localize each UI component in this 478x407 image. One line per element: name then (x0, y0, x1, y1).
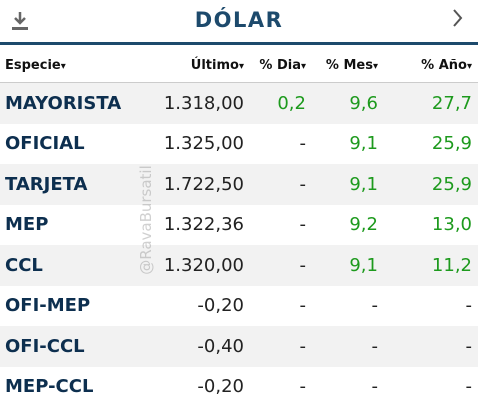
cell: 1.322,36 (140, 205, 250, 246)
column-header[interactable]: Último (140, 48, 250, 83)
row[interactable]: MEP-CCL-0,20--- (0, 367, 478, 407)
cell: - (250, 367, 312, 407)
cell: 1.325,00 (140, 124, 250, 165)
quotes-table: EspecieÚltimo% Dia% Mes% AñoMAYORISTA1.3… (0, 48, 478, 407)
row[interactable]: OFI-CCL-0,40--- (0, 326, 478, 367)
cell: - (250, 205, 312, 246)
cell: 9,2 (312, 205, 384, 246)
cell: - (384, 326, 478, 367)
cell: - (312, 326, 384, 367)
species-name: OFI-MEP (0, 286, 140, 327)
cell: 9,1 (312, 124, 384, 165)
column-header[interactable]: Especie (0, 48, 140, 83)
cell: 27,7 (384, 83, 478, 124)
cell: 25,9 (384, 124, 478, 165)
cell: - (384, 367, 478, 407)
cell: - (250, 164, 312, 205)
header-bar: DÓLAR (0, 0, 478, 45)
cell: - (250, 286, 312, 327)
cell: 9,6 (312, 83, 384, 124)
species-name: OFI-CCL (0, 326, 140, 367)
cell: - (384, 286, 478, 327)
cell: 11,2 (384, 245, 478, 286)
cell: - (250, 326, 312, 367)
column-header[interactable]: % Dia (250, 48, 312, 83)
cell: - (250, 124, 312, 165)
species-name: TARJETA (0, 164, 140, 205)
species-name: OFICIAL (0, 124, 140, 165)
cell: - (250, 245, 312, 286)
species-name: MEP-CCL (0, 367, 140, 407)
cell: 25,9 (384, 164, 478, 205)
species-name: MAYORISTA (0, 83, 140, 124)
cell: -0,40 (140, 326, 250, 367)
cell: 1.722,50 (140, 164, 250, 205)
species-name: MEP (0, 205, 140, 246)
cell: 1.320,00 (140, 245, 250, 286)
cell: 9,1 (312, 164, 384, 205)
column-header[interactable]: % Año (384, 48, 478, 83)
cell: - (312, 286, 384, 327)
row[interactable]: OFI-MEP-0,20--- (0, 286, 478, 327)
cell: 9,1 (312, 245, 384, 286)
species-name: CCL (0, 245, 140, 286)
title: DÓLAR (0, 8, 478, 32)
cell: 0,2 (250, 83, 312, 124)
cell: -0,20 (140, 367, 250, 407)
cell: 1.318,00 (140, 83, 250, 124)
cell: - (312, 367, 384, 407)
cell: 13,0 (384, 205, 478, 246)
next-icon[interactable] (452, 8, 464, 28)
cell: -0,20 (140, 286, 250, 327)
column-header[interactable]: % Mes (312, 48, 384, 83)
